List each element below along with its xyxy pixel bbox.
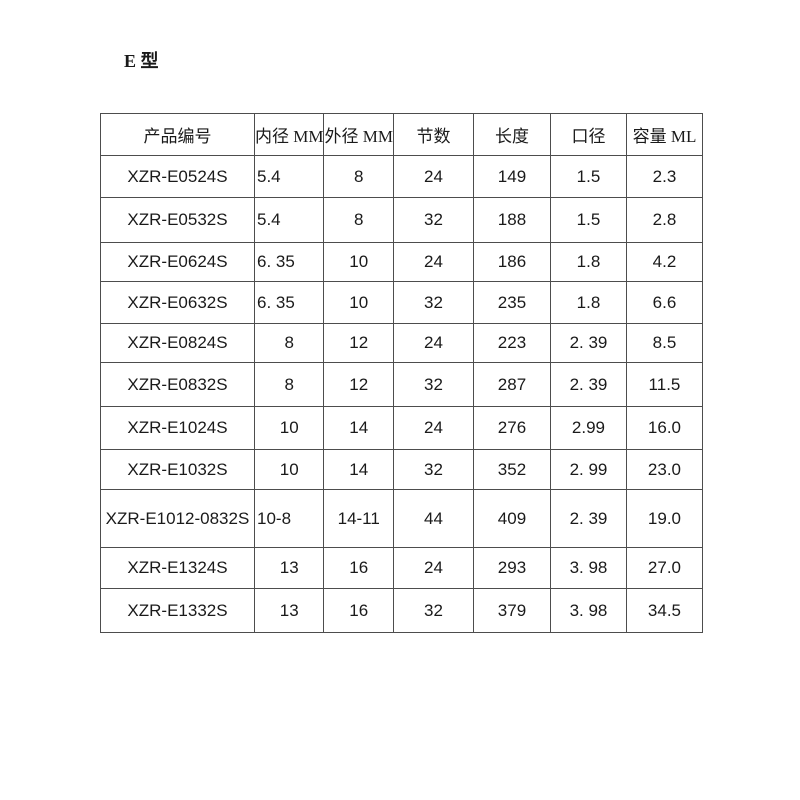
- spec-cell: 10: [323, 242, 394, 282]
- spec-cell: 19.0: [625, 489, 703, 548]
- spec-cell: 13: [253, 588, 325, 633]
- product-code-cell: XZR-E0632S: [100, 281, 255, 324]
- spec-cell: 14: [323, 406, 394, 450]
- column-header-4: 长度: [472, 113, 551, 156]
- spec-cell: 12: [323, 323, 394, 363]
- spec-cell: 235: [472, 281, 551, 324]
- product-code-cell: XZR-E0832S: [100, 362, 255, 407]
- spec-cell: 10: [253, 406, 325, 450]
- spec-cell: 24: [392, 323, 474, 363]
- spec-cell: 2. 39: [549, 323, 627, 363]
- spec-cell: 16.0: [625, 406, 703, 450]
- spec-cell: 3. 98: [549, 547, 627, 589]
- spec-cell: 8: [253, 362, 325, 407]
- spec-cell: 2.3: [625, 155, 703, 198]
- column-header-1: 内径 MM: [253, 113, 325, 156]
- spec-cell: 32: [392, 449, 474, 490]
- spec-cell: 2. 39: [549, 362, 627, 407]
- table-row: XZR-E0532S 5.4 8 32 188 1.5 2.8: [100, 197, 703, 243]
- product-code-cell: XZR-E0524S: [100, 155, 255, 198]
- spec-cell: 32: [392, 588, 474, 633]
- spec-cell: 27.0: [625, 547, 703, 589]
- spec-cell: 44: [392, 489, 474, 548]
- spec-cell: 379: [472, 588, 551, 633]
- spec-cell: 8.5: [625, 323, 703, 363]
- spec-cell: 10-8: [253, 489, 325, 548]
- table-row: XZR-E1332S 13 16 32 379 3. 98 34.5: [100, 588, 703, 633]
- spec-cell: 32: [392, 281, 474, 324]
- spec-cell: 149: [472, 155, 551, 198]
- table-row: XZR-E0624S 6. 35 10 24 186 1.8 4.2: [100, 242, 703, 282]
- spec-cell: 13: [253, 547, 325, 589]
- spec-cell: 16: [323, 588, 394, 633]
- column-header-5: 口径: [549, 113, 627, 156]
- spec-cell: 2.8: [625, 197, 703, 243]
- product-code-cell: XZR-E1324S: [100, 547, 255, 589]
- product-code-cell: XZR-E1032S: [100, 449, 255, 490]
- table-row: XZR-E1024S 10 14 24 276 2.99 16.0: [100, 406, 703, 450]
- spec-cell: 10: [323, 281, 394, 324]
- table-row: XZR-E1032S 10 14 32 352 2. 99 23.0: [100, 449, 703, 490]
- table-row: XZR-E0632S 6. 35 10 32 235 1.8 6.6: [100, 281, 703, 324]
- product-code-cell: XZR-E1012-0832S: [100, 489, 255, 548]
- spec-cell: 6. 35: [253, 281, 325, 324]
- spec-cell: 12: [323, 362, 394, 407]
- spec-cell: 4.2: [625, 242, 703, 282]
- spec-cell: 24: [392, 547, 474, 589]
- spec-cell: 287: [472, 362, 551, 407]
- spec-cell: 1.8: [549, 242, 627, 282]
- table-row: XZR-E1012-0832S 10-8 14-11 44 409 2. 39 19.0: [100, 489, 703, 548]
- spec-cell: 5.4: [253, 155, 325, 198]
- spec-cell: 352: [472, 449, 551, 490]
- spec-cell: 409: [472, 489, 551, 548]
- table-row: XZR-E0832S 8 12 32 287 2. 39 11.5: [100, 362, 703, 407]
- spec-cell: 14-11: [323, 489, 394, 548]
- column-header-3: 节数: [392, 113, 474, 156]
- spec-cell: 34.5: [625, 588, 703, 633]
- spec-cell: 8: [323, 197, 394, 243]
- spec-cell: 10: [253, 449, 325, 490]
- spec-cell: 186: [472, 242, 551, 282]
- product-code-cell: XZR-E1332S: [100, 588, 255, 633]
- spec-cell: 23.0: [625, 449, 703, 490]
- spec-cell: 1.5: [549, 197, 627, 243]
- spec-cell: 32: [392, 362, 474, 407]
- spec-cell: 24: [392, 155, 474, 198]
- product-code-cell: XZR-E0532S: [100, 197, 255, 243]
- spec-cell: 24: [392, 406, 474, 450]
- spec-cell: 2. 99: [549, 449, 627, 490]
- product-code-cell: XZR-E0824S: [100, 323, 255, 363]
- spec-cell: 188: [472, 197, 551, 243]
- spec-cell: 14: [323, 449, 394, 490]
- header-row: 产品编号 内径 MM 外径 MM 节数 长度 口径 容量 ML: [100, 113, 703, 156]
- product-code-cell: XZR-E0624S: [100, 242, 255, 282]
- page-title: E 型: [124, 51, 159, 71]
- spec-cell: 8: [253, 323, 325, 363]
- spec-cell: 223: [472, 323, 551, 363]
- table-row: XZR-E1324S 13 16 24 293 3. 98 27.0: [100, 547, 703, 589]
- spec-cell: 11.5: [625, 362, 703, 407]
- spec-cell: 3. 98: [549, 588, 627, 633]
- column-header-6: 容量 ML: [625, 113, 703, 156]
- spec-cell: 6.6: [625, 281, 703, 324]
- spec-cell: 32: [392, 197, 474, 243]
- spec-cell: 1.5: [549, 155, 627, 198]
- spec-cell: 5.4: [253, 197, 325, 243]
- product-spec-table: 产品编号 内径 MM 外径 MM 节数 长度 口径 容量 ML XZR-E0524S 5.4 8 2…: [100, 113, 703, 633]
- spec-cell: 293: [472, 547, 551, 589]
- spec-cell: 6. 35: [253, 242, 325, 282]
- spec-cell: 276: [472, 406, 551, 450]
- table-row: XZR-E0824S 8 12 24 223 2. 39 8.5: [100, 323, 703, 363]
- spec-cell: 16: [323, 547, 394, 589]
- product-code-cell: XZR-E1024S: [100, 406, 255, 450]
- spec-cell: 1.8: [549, 281, 627, 324]
- spec-cell: 2.99: [549, 406, 627, 450]
- column-header-0: 产品编号: [100, 113, 255, 156]
- spec-cell: 8: [323, 155, 394, 198]
- column-header-2: 外径 MM: [323, 113, 394, 156]
- spec-cell: 2. 39: [549, 489, 627, 548]
- table-row: XZR-E0524S 5.4 8 24 149 1.5 2.3: [100, 155, 703, 198]
- spec-cell: 24: [392, 242, 474, 282]
